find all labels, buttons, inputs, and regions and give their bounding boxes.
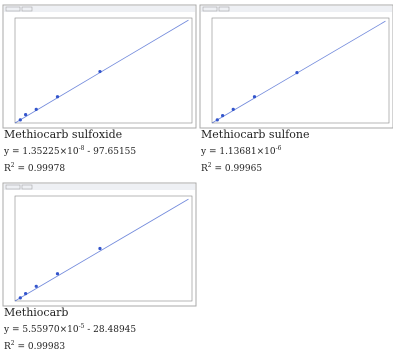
r-squared-text: R: [4, 164, 11, 174]
data-point: [231, 107, 235, 111]
fit-line: [14, 198, 189, 302]
chart-window: [199, 4, 393, 129]
r-squared: R2 = 0.99978: [4, 162, 65, 174]
equation-text: y = 1.13681×10: [200, 147, 276, 157]
equation: y = 5.55970×10-5 - 28.48945: [3, 323, 136, 335]
data-point: [215, 118, 219, 122]
equation-exponent: -5: [79, 323, 85, 330]
data-point: [34, 284, 38, 288]
fit-line: [211, 20, 386, 124]
data-point: [18, 118, 22, 122]
equation-text: y = 5.55970×10: [3, 325, 79, 335]
toolbar: [201, 6, 392, 12]
chart-title: Methiocarb: [4, 306, 68, 319]
equation-exponent: -8: [79, 145, 85, 152]
equation: y = 1.35225×10-8 - 97.65155: [3, 145, 136, 157]
fit-line: [14, 19, 189, 124]
toolbar-button: [218, 6, 230, 12]
toolbar-button: [5, 6, 21, 12]
data-point: [18, 296, 22, 300]
r-squared-text: = 0.99983: [15, 342, 66, 352]
equation-text: - 28.48945: [84, 325, 136, 335]
r-squared-exponent: 2: [11, 162, 15, 169]
toolbar: [4, 6, 195, 12]
toolbar-button: [21, 184, 33, 190]
chart-title: Methiocarb sulfoxide: [4, 128, 122, 141]
equation-text: - 97.65155: [84, 147, 136, 157]
chart-window: [2, 4, 197, 129]
data-point: [98, 69, 102, 74]
equation-text: y = 1.35225×10: [3, 147, 79, 157]
r-squared-text: = 0.99978: [15, 164, 66, 174]
equation-exponent: -6: [276, 145, 282, 152]
chart-window: [2, 182, 197, 307]
r-squared-text: R: [4, 342, 11, 352]
toolbar: [4, 184, 195, 190]
r-squared: R2 = 0.99983: [4, 340, 65, 352]
data-point: [221, 114, 225, 118]
data-point: [55, 272, 60, 276]
r-squared-text: = 0.99965: [212, 164, 263, 174]
r-squared: R2 = 0.99965: [201, 162, 262, 174]
chart-title: Methiocarb sulfone: [201, 128, 309, 141]
data-point: [34, 107, 38, 111]
data-point: [295, 71, 299, 75]
data-point: [24, 292, 28, 296]
toolbar-button: [21, 6, 33, 12]
r-squared-exponent: 2: [11, 340, 15, 347]
r-squared-text: R: [201, 164, 208, 174]
data-point: [24, 113, 28, 117]
plot-area: [211, 17, 390, 124]
data-point: [252, 95, 257, 99]
data-point: [98, 246, 102, 251]
plot-area: [14, 17, 193, 124]
toolbar-button: [202, 6, 218, 12]
toolbar-button: [5, 184, 21, 190]
r-squared-exponent: 2: [208, 162, 212, 169]
plot-area: [14, 195, 193, 302]
equation: y = 1.13681×10-6: [200, 145, 282, 157]
data-point: [55, 95, 60, 99]
